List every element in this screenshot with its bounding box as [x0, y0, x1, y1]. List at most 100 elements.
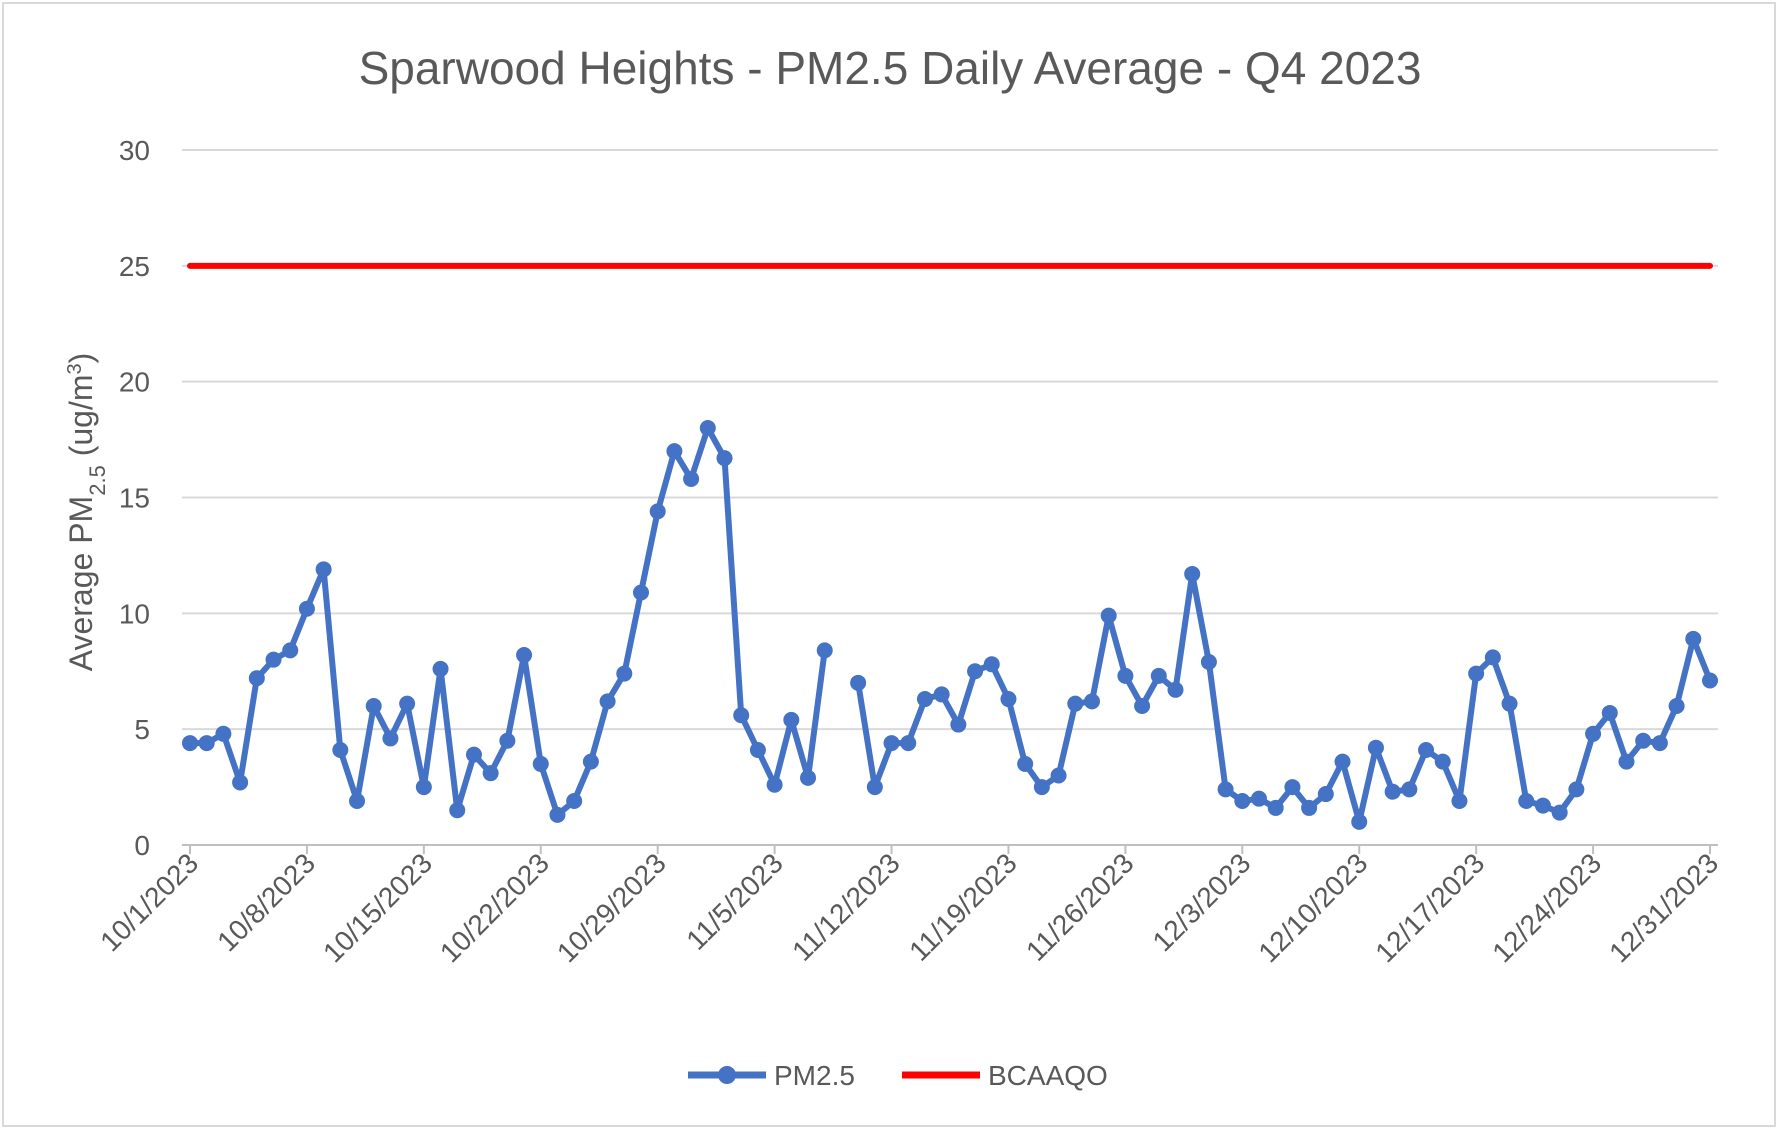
y-tick-label-5: 5: [134, 714, 150, 745]
pm25-point: [1033, 779, 1050, 796]
pm25-point: [1551, 804, 1568, 821]
pm25-point: [1534, 797, 1551, 814]
pm25-point: [783, 711, 800, 728]
pm25-point: [248, 670, 265, 687]
pm25-point: [1568, 781, 1585, 798]
chart-title: Sparwood Heights - PM2.5 Daily Average -…: [359, 42, 1422, 94]
y-axis-title-unit-close: ): [63, 353, 99, 364]
pm25-point: [1685, 630, 1702, 647]
legend-pm25-label: PM2.5: [774, 1060, 855, 1091]
pm25-point: [883, 735, 900, 752]
pm25-point: [1384, 783, 1401, 800]
pm25-point: [933, 686, 950, 703]
pm25-point: [1301, 799, 1318, 816]
pm25-point: [315, 561, 332, 578]
pm25-point: [215, 725, 232, 742]
x-tick-label-4: 10/29/2023: [551, 847, 672, 968]
pm25-point: [1418, 742, 1435, 759]
pm25-point: [1668, 698, 1685, 714]
x-tick-label-5: 11/5/2023: [680, 847, 789, 956]
pm25-point: [1117, 667, 1134, 684]
pm25-point: [666, 443, 683, 460]
pm25-point: [1167, 681, 1184, 698]
pm25-point: [1234, 792, 1251, 809]
pm25-point: [198, 735, 215, 752]
pm25-point: [1635, 732, 1652, 749]
pm25-point: [749, 742, 766, 759]
y-axis-title: Average PM2.5 (ug/m3): [63, 353, 110, 672]
x-tick-label-1: 10/8/2023: [211, 847, 321, 957]
pm25-point: [1401, 781, 1418, 798]
pm25-point: [900, 735, 917, 752]
pm25-point: [800, 769, 817, 786]
y-tick-label-0: 0: [134, 830, 150, 861]
series-pm2-5: [182, 420, 1718, 830]
pm25-point: [349, 792, 366, 809]
pm25-point: [1334, 753, 1351, 770]
y-tick-label-15: 15: [119, 483, 150, 514]
pm25-point: [1184, 565, 1201, 582]
pm25-point: [1702, 672, 1718, 689]
x-axis: [182, 844, 1718, 854]
pm25-point: [983, 656, 1000, 673]
x-axis-tick-labels: 10/1/2023 10/8/202310/15/202310/22/202310…: [94, 847, 1724, 968]
pm25-point: [616, 665, 633, 682]
pm25-point: [1251, 790, 1268, 807]
pm25-point: [1083, 693, 1100, 710]
pm25-point: [1067, 695, 1084, 712]
pm25-point: [482, 765, 499, 782]
pm25-point: [298, 600, 315, 617]
pm25-point: [916, 691, 933, 708]
pm25-point: [1585, 725, 1602, 742]
y-tick-label-30: 30: [119, 135, 150, 166]
pm25-point: [232, 774, 249, 791]
x-tick-label-12: 12/24/2023: [1486, 847, 1607, 968]
pm25-point: [582, 753, 599, 770]
pm25-point: [382, 730, 399, 747]
y-tick-label-20: 20: [119, 367, 150, 398]
pm25-point: [1050, 767, 1067, 784]
pm25-point: [683, 470, 700, 487]
pm25-point: [850, 674, 867, 691]
y-axis-title-superscript: 3: [64, 363, 86, 374]
pm25-point: [716, 450, 733, 467]
pm25-point: [1451, 792, 1468, 809]
pm25-point: [1017, 755, 1034, 772]
pm25-point: [1217, 781, 1234, 798]
x-tick-label-8: 11/26/2023: [1020, 847, 1140, 967]
legend: PM2.5 BCAAQO: [688, 1060, 1108, 1091]
x-tick-label-13: 12/31/2023: [1603, 847, 1724, 968]
y-axis-title-unit: (ug/m: [63, 375, 99, 466]
pm25-point: [950, 716, 967, 733]
pm25-point: [1618, 753, 1635, 770]
pm25-point: [499, 732, 516, 749]
series-layer: [182, 262, 1718, 830]
pm25-point: [1150, 667, 1167, 684]
pm25-point: [332, 742, 349, 759]
pm25-point: [432, 660, 449, 677]
pm25-point: [967, 663, 984, 680]
pm25-point: [1317, 786, 1334, 803]
pm25-point: [1100, 607, 1117, 624]
pm25-point: [465, 746, 482, 763]
x-tick-label-2: 10/15/2023: [317, 847, 438, 968]
y-tick-label-25: 25: [119, 251, 150, 282]
pm25-point: [733, 707, 750, 724]
y-axis-title-subscript: 2.5: [85, 465, 110, 496]
pm25-point: [632, 584, 649, 601]
pm25-point: [566, 792, 583, 809]
pm25-point: [182, 735, 198, 752]
pm25-point: [1267, 799, 1284, 816]
y-axis-ticks: 0 5 10 15 20 25 30: [119, 135, 150, 861]
pm25-point: [265, 651, 282, 668]
pm25-point: [532, 755, 549, 772]
x-tick-label-6: 11/12/2023: [786, 847, 906, 967]
pm25-point: [866, 779, 883, 796]
y-axis-title-main: Average PM: [63, 496, 99, 672]
pm25-point: [1651, 735, 1668, 752]
pm25-point: [282, 642, 299, 659]
pm25-point: [449, 802, 466, 819]
pm25-point: [649, 503, 666, 520]
pm25-point: [599, 693, 616, 710]
pm25-point: [415, 779, 432, 796]
